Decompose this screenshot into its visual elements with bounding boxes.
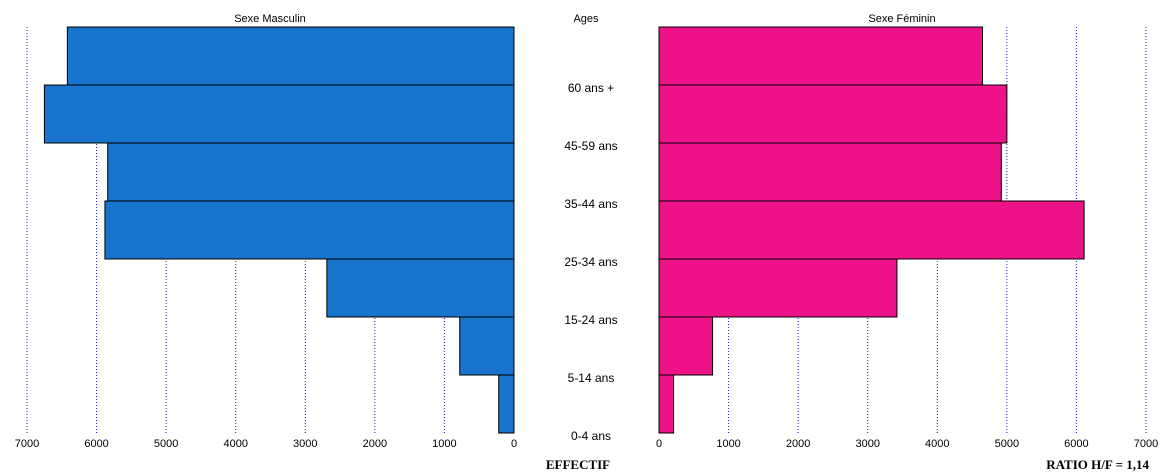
tick-label-left: 5000 — [154, 438, 178, 450]
bar-masculin — [498, 374, 515, 434]
tick-label-right: 5000 — [995, 438, 1019, 450]
bar-masculin — [326, 258, 515, 318]
tick-label-left: 7000 — [15, 438, 39, 450]
bar-feminin — [658, 200, 1085, 260]
ratio-label: RATIO H/F = 1,14 — [1046, 457, 1149, 472]
series-title-masculin: Sexe Masculin — [234, 13, 306, 25]
tick-label-right: 3000 — [855, 438, 879, 450]
bar-feminin — [658, 316, 714, 376]
tick-label-right: 1000 — [716, 438, 740, 450]
bar-feminin — [658, 84, 1008, 144]
age-header: Ages — [573, 13, 599, 25]
tick-label-left: 6000 — [84, 438, 108, 450]
bar-masculin — [43, 84, 515, 144]
age-label: 25-34 ans — [564, 255, 617, 269]
age-label: 5-14 ans — [568, 371, 615, 385]
tick-label-left: 3000 — [293, 438, 317, 450]
bars-feminin — [658, 26, 1085, 434]
bar-feminin — [658, 374, 675, 434]
bar-masculin — [107, 142, 515, 202]
tick-label-left: 2000 — [363, 438, 387, 450]
tick-label-right: 6000 — [1064, 438, 1088, 450]
age-label: 0-4 ans — [571, 429, 611, 443]
age-label: 15-24 ans — [564, 313, 617, 327]
tick-label-left: 0 — [511, 438, 517, 450]
tick-label-right: 7000 — [1134, 438, 1158, 450]
age-labels: 0-4 ans 5-14 ans 15-24 ans 25-34 ans 35-44 a… — [564, 81, 617, 443]
bars-masculin — [43, 26, 515, 434]
bar-masculin — [66, 26, 515, 86]
age-label: 35-44 ans — [564, 197, 617, 211]
tick-label-right: 4000 — [925, 438, 949, 450]
bar-masculin — [459, 316, 515, 376]
tick-label-left: 4000 — [223, 438, 247, 450]
ticks-right: 0 1000 2000 3000 4000 5000 6000 7000 — [656, 438, 1158, 450]
bar-masculin — [104, 200, 515, 260]
age-label: 45-59 ans — [564, 139, 617, 153]
age-label: 60 ans + — [568, 81, 614, 95]
tick-label-right: 2000 — [786, 438, 810, 450]
tick-label-right: 0 — [656, 438, 662, 450]
axis-label-effectif: EFFECTIF — [546, 457, 610, 472]
ticks-left: 0 1000 2000 3000 4000 5000 6000 7000 — [15, 438, 517, 450]
bar-feminin — [658, 26, 984, 86]
tick-label-left: 1000 — [432, 438, 456, 450]
bar-feminin — [658, 142, 1002, 202]
series-title-feminin: Sexe Féminin — [868, 13, 935, 25]
bar-feminin — [658, 258, 898, 318]
